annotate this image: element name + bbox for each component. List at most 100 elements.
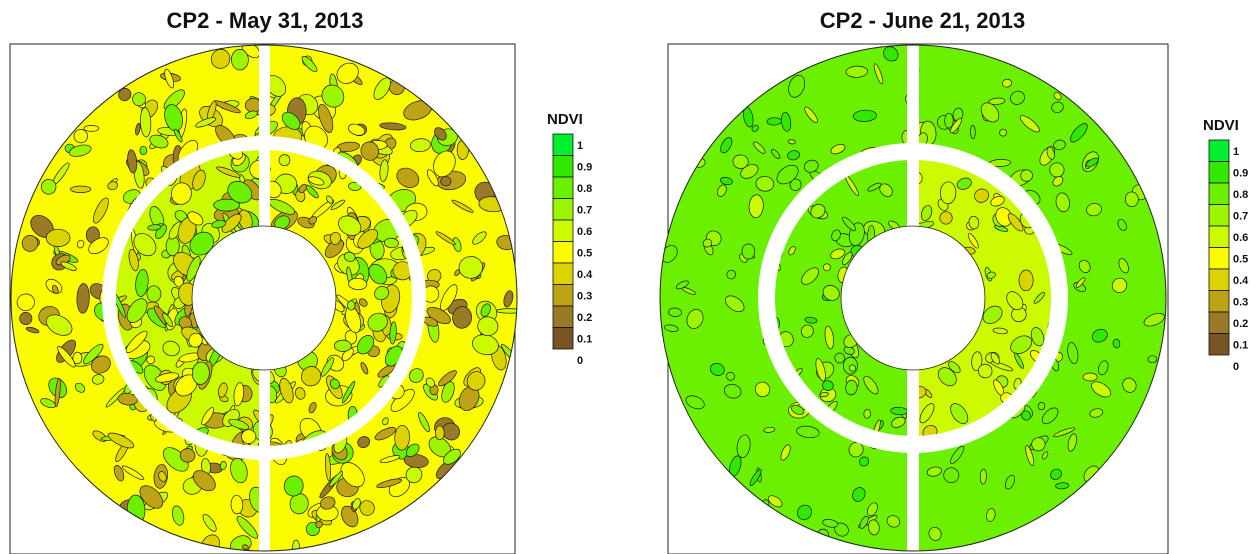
- contour-patch: [301, 366, 322, 387]
- contour-patch: [1001, 78, 1013, 88]
- contour-patch: [1050, 468, 1062, 480]
- contour-patch: [675, 280, 689, 290]
- legend-tick-label: 0.1: [1233, 339, 1248, 351]
- contour-patch: [1070, 123, 1088, 143]
- legend-swatch: [1208, 204, 1230, 227]
- contour-patch: [845, 65, 869, 78]
- contour-patch: [787, 139, 796, 145]
- chart-title: CP2 - June 21, 2013: [819, 8, 1026, 33]
- contour-patch: [685, 395, 705, 410]
- contour-patch: [1082, 372, 1098, 382]
- legend-tick-label: 1: [577, 140, 583, 152]
- contour-patch: [379, 122, 407, 131]
- contour-patch: [155, 372, 180, 383]
- legend-tick-label: 0: [1233, 361, 1239, 373]
- contour-patch: [367, 312, 388, 332]
- contour-patch: [717, 184, 727, 197]
- contour-patch: [686, 309, 704, 329]
- contour-patch: [54, 377, 61, 408]
- contour-patch: [748, 194, 764, 219]
- chart-panel-june: CP2 - June 21, 2013 NDVI 1 0.9 0.8 0.7 0.6 0.5…: [650, 0, 1255, 554]
- contour-patch: [970, 125, 976, 140]
- legend-tick-label: 0.3: [577, 290, 592, 302]
- contour-patch: [242, 544, 249, 550]
- contour-patch: [867, 502, 878, 517]
- contour-patch: [211, 219, 227, 229]
- contour-patch: [308, 216, 317, 225]
- contour-patch: [73, 129, 88, 144]
- contour-patch: [921, 205, 933, 221]
- contour-patch: [943, 467, 960, 484]
- contour-patch: [244, 110, 258, 119]
- contour-patch: [1046, 146, 1055, 160]
- contour-patch: [1075, 277, 1086, 288]
- contour-patch: [801, 267, 820, 285]
- contour-patch: [318, 103, 334, 133]
- contour-patch: [426, 169, 439, 187]
- contour-patch: [787, 150, 801, 161]
- contour-patch: [937, 367, 957, 387]
- contour-patch: [279, 377, 294, 404]
- contour-patch: [360, 141, 380, 161]
- contour-patch: [789, 178, 802, 192]
- contour-patch: [227, 181, 253, 204]
- contour-patch: [971, 351, 983, 372]
- legend-tick-label: 0.1: [577, 333, 592, 345]
- contour-patch: [992, 327, 1008, 335]
- contour-patch: [146, 285, 162, 303]
- contour-patch: [356, 335, 375, 355]
- contour-patch: [241, 429, 257, 444]
- contour-patch: [434, 127, 447, 141]
- contour-patch: [736, 434, 751, 458]
- legend-swatch: [552, 327, 574, 350]
- contour-patch: [503, 290, 514, 308]
- contour-patch: [974, 188, 989, 203]
- contour-patch: [379, 455, 401, 464]
- contour-patch: [135, 122, 141, 136]
- contour-patch: [979, 468, 987, 485]
- contour-patch: [328, 471, 344, 488]
- legend-swatch: [552, 219, 574, 242]
- contour-patch: [1007, 213, 1024, 232]
- contour-patch: [329, 378, 340, 390]
- contour-patch: [852, 109, 877, 122]
- contour-patch: [845, 379, 858, 396]
- contour-patch: [217, 382, 228, 398]
- contour-patch: [780, 444, 791, 461]
- contour-patch: [822, 263, 831, 272]
- contour-patch: [91, 355, 111, 374]
- legend-swatch: [552, 198, 574, 221]
- contour-patch: [848, 364, 856, 372]
- contour-patch: [40, 179, 57, 195]
- legend-swatch: [552, 133, 574, 156]
- contour-patch: [376, 478, 403, 489]
- contour-patch: [1089, 408, 1104, 418]
- legend-swatch: [1208, 225, 1230, 248]
- legend-swatch: [1208, 182, 1230, 205]
- contour-patch: [72, 351, 83, 365]
- legend-swatch: [1208, 161, 1230, 184]
- contour-patch: [88, 237, 109, 255]
- contour-patch: [1049, 162, 1065, 178]
- contour-patch: [944, 112, 954, 129]
- contour-patch: [68, 144, 92, 157]
- contour-patch: [1021, 410, 1031, 421]
- contour-patch: [754, 381, 771, 398]
- contour-patch: [359, 500, 375, 516]
- contour-patch: [221, 213, 242, 233]
- contour-patch: [720, 176, 733, 186]
- contour-patch: [702, 238, 713, 248]
- contour-patch: [228, 418, 250, 430]
- contour-patch: [107, 181, 118, 191]
- contour-patch: [988, 97, 1006, 105]
- contour-patch: [788, 74, 806, 98]
- contour-patch: [383, 237, 399, 249]
- contour-patch: [133, 233, 157, 257]
- contour-patch: [425, 377, 436, 388]
- contour-patch: [1052, 176, 1064, 187]
- contour-patch: [1067, 342, 1079, 365]
- contour-patch: [767, 495, 783, 508]
- contour-patch: [859, 456, 870, 467]
- contour-patch: [831, 229, 841, 242]
- chart-panel-may: CP2 - May 31, 2013 NDVI 1 0.9 0.8 0.7 0.6 0.5 0…: [0, 0, 610, 554]
